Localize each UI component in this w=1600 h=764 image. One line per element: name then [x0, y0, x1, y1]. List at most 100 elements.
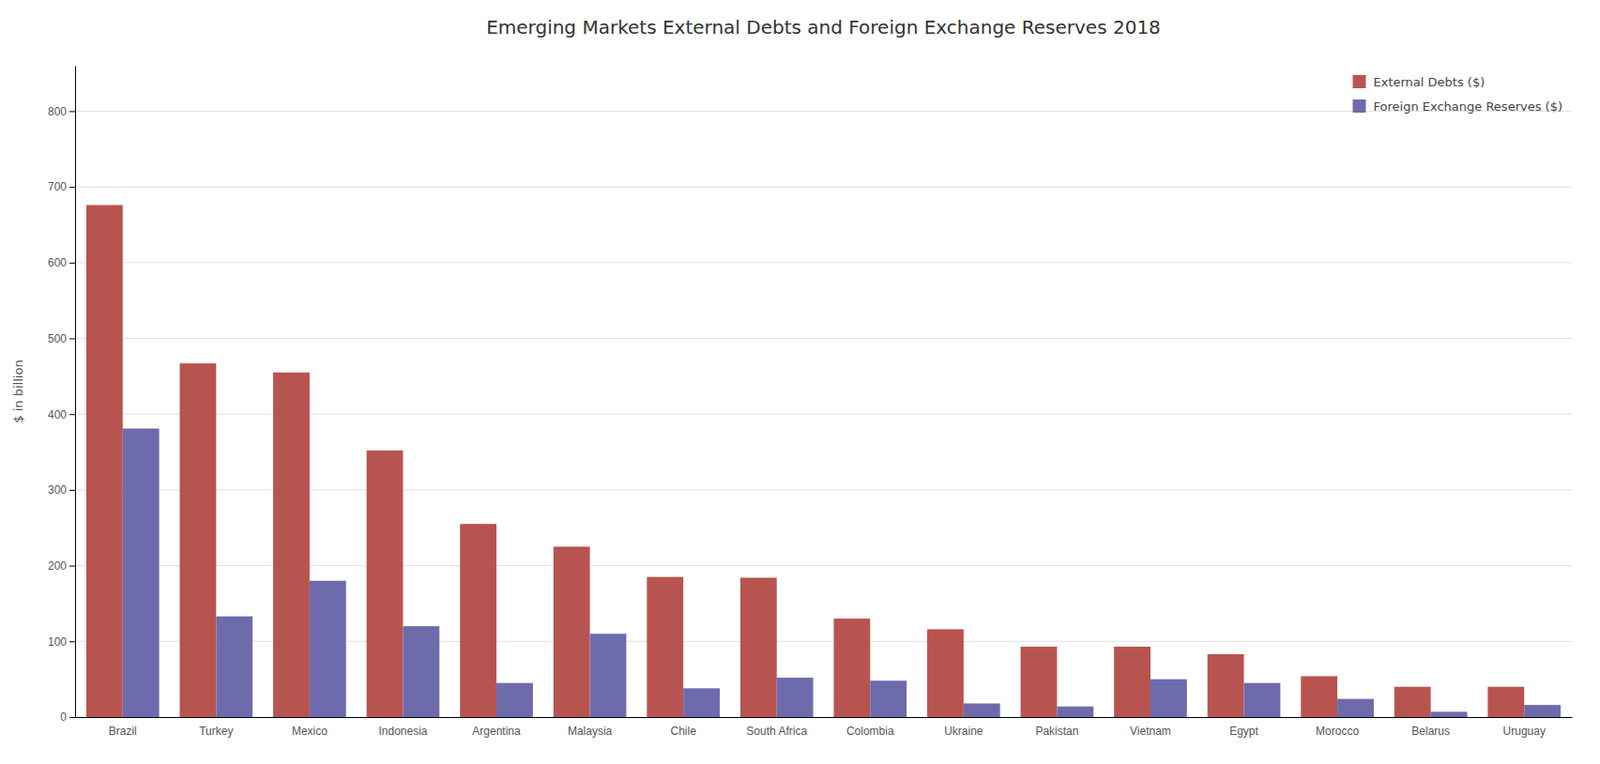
bar	[1207, 654, 1245, 717]
y-tick: 500	[47, 332, 76, 346]
y-tick-label: 500	[47, 332, 67, 346]
y-tick-mark	[69, 640, 76, 642]
bar	[646, 577, 684, 717]
x-axis-line	[76, 716, 1573, 718]
bar	[963, 702, 1001, 717]
x-tick-label: Morocco	[1315, 724, 1359, 738]
legend-swatch	[1353, 75, 1367, 89]
x-tick-label: Pakistan	[1035, 724, 1079, 738]
bar	[777, 677, 814, 717]
x-tick-label: Malaysia	[567, 724, 613, 738]
bar-series	[122, 428, 1561, 717]
bar	[309, 580, 347, 717]
legend-item: External Debts ($)	[1353, 75, 1486, 90]
bar	[1150, 679, 1188, 717]
bar	[683, 687, 720, 717]
y-tick-label: 100	[47, 635, 67, 649]
bar	[496, 683, 534, 717]
bar	[402, 625, 440, 717]
x-tick: Colombia	[846, 724, 895, 738]
legend-label: Foreign Exchange Reserves ($)	[1373, 99, 1564, 114]
bar	[86, 204, 123, 717]
y-tick: 700	[47, 180, 76, 194]
bar	[1487, 686, 1524, 717]
bar	[553, 546, 591, 717]
y-tick-label: 600	[47, 256, 67, 270]
legend-swatch	[1353, 99, 1367, 113]
bar	[1337, 699, 1374, 717]
grid-line	[75, 110, 1572, 112]
bar	[180, 363, 217, 717]
y-tick: 600	[47, 256, 76, 270]
bar	[215, 616, 253, 717]
x-tick: Turkey	[198, 724, 233, 738]
plot: 0 100 200 300 400 500 600 700 800 Brazil Turkey Mex…	[47, 66, 1573, 738]
bar	[1056, 706, 1094, 717]
bar	[1020, 646, 1058, 717]
x-tick: Pakistan	[1035, 724, 1079, 738]
bar	[1244, 683, 1281, 717]
x-tick-label: Brazil	[108, 724, 138, 738]
legend-item: Foreign Exchange Reserves ($)	[1353, 99, 1564, 114]
y-tick-mark	[69, 489, 76, 491]
y-tick-mark	[69, 565, 76, 567]
x-tick: Malaysia	[567, 724, 613, 738]
y-tick-label: 0	[60, 710, 67, 724]
y-tick-mark	[69, 338, 76, 340]
x-tick-label: Argentina	[472, 724, 521, 738]
y-tick-label: 800	[47, 105, 67, 119]
x-axis: Brazil Turkey Mexico Indonesia Argentina Mala…	[76, 717, 1573, 738]
x-tick-label: Uruguay	[1503, 724, 1546, 738]
x-tick: Uruguay	[1503, 724, 1546, 738]
y-tick: 200	[47, 559, 76, 573]
x-tick-label: Indonesia	[378, 724, 427, 738]
x-tick-label: Vietnam	[1129, 724, 1172, 738]
x-tick-label: Belarus	[1411, 724, 1450, 738]
x-tick-label: Egypt	[1229, 724, 1259, 738]
grid-line	[75, 337, 1572, 339]
legend-label: External Debts ($)	[1373, 75, 1486, 90]
bar	[122, 428, 160, 717]
y-tick-label: 700	[47, 180, 67, 194]
grid-line	[75, 186, 1572, 188]
bar	[1113, 646, 1151, 717]
y-tick-mark	[69, 413, 76, 415]
y-tick-mark	[69, 716, 76, 718]
bar	[590, 633, 627, 717]
x-tick: Argentina	[472, 724, 521, 738]
bars	[86, 204, 1561, 717]
y-tick-label: 300	[47, 483, 67, 497]
bar	[459, 523, 497, 717]
x-tick: Mexico	[291, 724, 328, 738]
y-tick-mark	[69, 110, 76, 112]
bar	[869, 680, 907, 717]
bar	[1431, 711, 1468, 717]
x-tick: Belarus	[1411, 724, 1450, 738]
bar	[927, 628, 964, 717]
x-tick: Vietnam	[1129, 724, 1172, 738]
x-tick-label: Turkey	[198, 724, 233, 738]
y-tick: 300	[47, 483, 76, 497]
y-tick: 400	[47, 408, 76, 422]
x-tick-label: Mexico	[291, 724, 328, 738]
x-tick: Brazil	[108, 724, 138, 738]
chart: Emerging Markets External Debts and Fore…	[0, 0, 1600, 764]
bar	[273, 372, 310, 717]
grid-line	[75, 261, 1572, 263]
x-tick-label: Ukraine	[944, 724, 984, 738]
bar	[740, 578, 778, 717]
bar-series	[86, 204, 1524, 717]
bar	[1523, 704, 1561, 717]
y-tick-label: 200	[47, 559, 67, 573]
x-tick: Egypt	[1229, 724, 1259, 738]
y-tick-mark	[69, 186, 76, 188]
bar	[1394, 686, 1432, 717]
x-tick: Indonesia	[378, 724, 427, 738]
x-tick-label: Chile	[670, 724, 697, 738]
x-tick: Ukraine	[944, 724, 984, 738]
title: Emerging Markets External Debts and Fore…	[486, 15, 1161, 39]
x-tick: South Africa	[746, 724, 808, 738]
y-tick: 100	[47, 635, 76, 649]
bar	[1300, 675, 1338, 717]
y-tick-mark	[69, 262, 76, 264]
